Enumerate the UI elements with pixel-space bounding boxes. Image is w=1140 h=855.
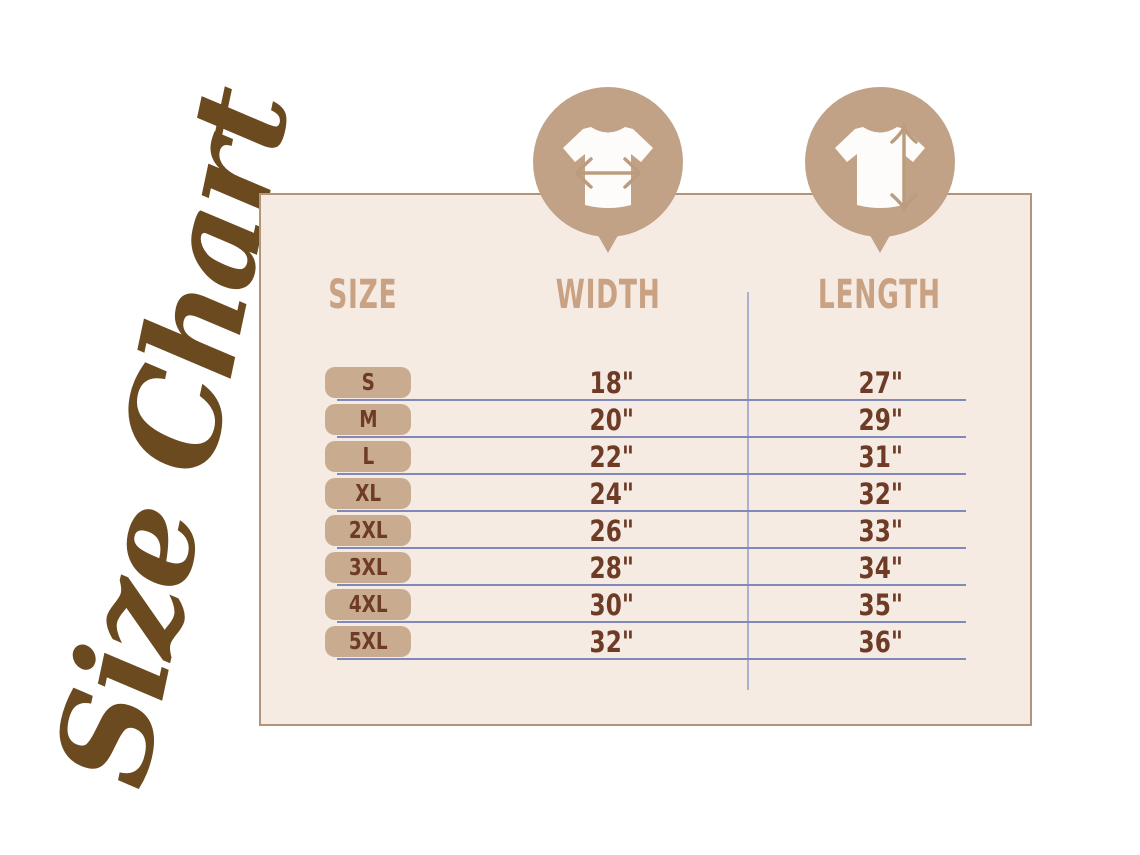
size-badge: S: [325, 367, 411, 398]
width-value-text: 28": [589, 551, 635, 585]
size-badge-label: XL: [355, 480, 381, 507]
row-divider-line: [337, 621, 966, 623]
length-value: 27": [811, 366, 951, 400]
length-value: 29": [811, 403, 951, 437]
tshirt-length-arrow-icon: [805, 87, 955, 253]
row-divider-line: [337, 584, 966, 586]
column-divider-line: [747, 292, 749, 690]
length-value-text: 31": [858, 440, 904, 474]
size-badge: L: [325, 441, 411, 472]
width-value: 32": [542, 625, 682, 659]
row-divider-line: [337, 473, 966, 475]
table-row: L 22" 31": [259, 440, 1032, 477]
size-badge-label: M: [358, 406, 378, 433]
length-value-text: 32": [858, 477, 904, 511]
size-badge-label: L: [362, 443, 374, 470]
width-value-text: 32": [589, 625, 635, 659]
size-badge-label: S: [361, 369, 375, 396]
width-value: 30": [542, 588, 682, 622]
length-value-text: 33": [858, 514, 904, 548]
column-header-size-label: SIZE: [328, 272, 398, 318]
width-value: 24": [542, 477, 682, 511]
table-row: 5XL 32" 36": [259, 625, 1032, 662]
length-value: 33": [811, 514, 951, 548]
width-value: 22": [542, 440, 682, 474]
column-header-width: WIDTH: [532, 272, 684, 318]
tshirt-width-arrow-icon: [533, 87, 683, 253]
row-divider-line: [337, 510, 966, 512]
size-badge: 4XL: [325, 589, 411, 620]
length-value: 36": [811, 625, 951, 659]
table-row: 2XL 26" 33": [259, 514, 1032, 551]
size-badge: 5XL: [325, 626, 411, 657]
length-value-text: 35": [858, 588, 904, 622]
column-header-length: LENGTH: [800, 272, 958, 318]
width-value-text: 22": [589, 440, 635, 474]
length-value-text: 29": [858, 403, 904, 437]
row-divider-line: [337, 436, 966, 438]
width-value-text: 20": [589, 403, 635, 437]
row-divider-line: [337, 399, 966, 401]
length-value: 34": [811, 551, 951, 585]
length-value: 31": [811, 440, 951, 474]
width-value-text: 26": [589, 514, 635, 548]
width-value-text: 24": [589, 477, 635, 511]
row-divider-line: [337, 547, 966, 549]
table-row: S 18" 27": [259, 366, 1032, 403]
size-badge: XL: [325, 478, 411, 509]
width-value-text: 30": [589, 588, 635, 622]
length-value-text: 34": [858, 551, 904, 585]
column-header-length-label: LENGTH: [817, 272, 941, 318]
column-header-width-label: WIDTH: [555, 272, 661, 318]
size-badge: M: [325, 404, 411, 435]
width-value: 28": [542, 551, 682, 585]
width-value-text: 18": [589, 366, 635, 400]
row-divider-line: [337, 658, 966, 660]
size-badge: 2XL: [325, 515, 411, 546]
table-row: M 20" 29": [259, 403, 1032, 440]
length-value: 32": [811, 477, 951, 511]
width-value: 26": [542, 514, 682, 548]
size-badge-label: 3XL: [348, 554, 388, 581]
column-header-size: SIZE: [296, 272, 430, 318]
size-badge-label: 4XL: [348, 591, 388, 618]
width-value: 18": [542, 366, 682, 400]
size-badge: 3XL: [325, 552, 411, 583]
table-row: XL 24" 32": [259, 477, 1032, 514]
size-badge-label: 5XL: [348, 628, 388, 655]
table-row: 3XL 28" 34": [259, 551, 1032, 588]
size-badge-label: 2XL: [348, 517, 388, 544]
length-value-text: 36": [858, 625, 904, 659]
length-value-text: 27": [858, 366, 904, 400]
length-value: 35": [811, 588, 951, 622]
width-value: 20": [542, 403, 682, 437]
table-row: 4XL 30" 35": [259, 588, 1032, 625]
